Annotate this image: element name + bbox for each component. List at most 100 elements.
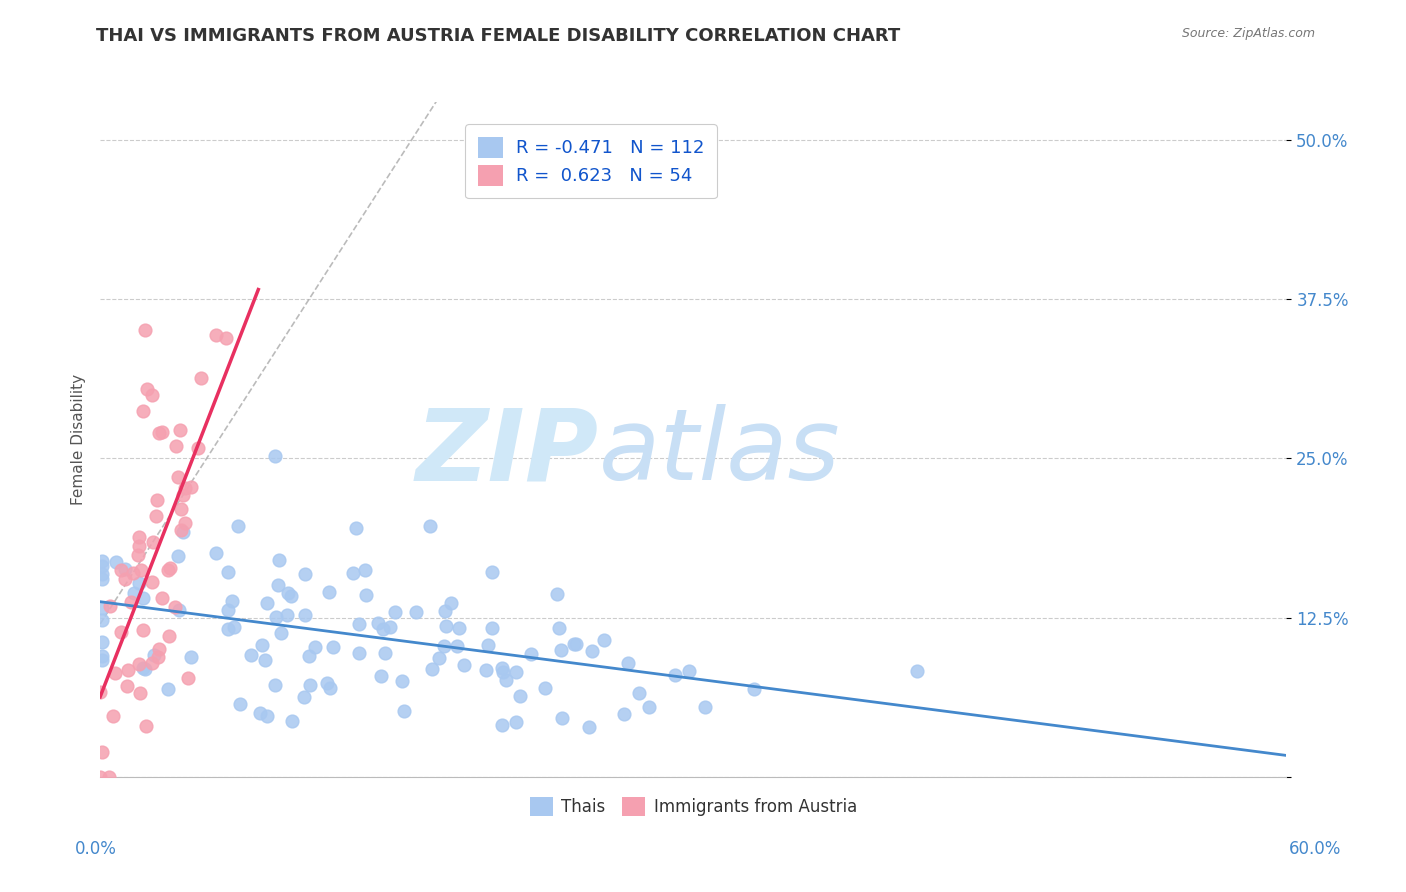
Point [318,585,340,599]
Point [298,648,321,663]
Point [141,574,163,589]
Point [419,518,441,533]
Point [157,563,180,577]
Point [322,640,344,654]
Point [495,673,517,687]
Point [628,686,651,700]
Point [141,656,163,670]
Point [509,689,531,703]
Point [173,516,195,531]
Point [354,588,377,602]
Point [190,371,212,385]
Point [905,664,928,678]
Point [134,661,156,675]
Point [534,681,557,695]
Point [267,578,290,592]
Point [187,442,209,456]
Point [89,770,111,784]
Point [98,599,121,613]
Point [91,653,114,667]
Point [132,623,155,637]
Point [354,563,377,577]
Point [433,639,456,653]
Point [157,629,180,643]
Text: ZIP: ZIP [415,404,599,501]
Point [132,661,155,675]
Point [121,566,143,580]
Point [548,622,571,636]
Point [217,565,239,579]
Point [226,519,249,533]
Point [481,621,503,635]
Point [578,720,600,734]
Point [593,632,616,647]
Point [120,595,142,609]
Point [104,666,127,681]
Point [145,493,167,508]
Point [613,707,636,722]
Point [128,539,150,553]
Point [315,676,337,690]
Point [132,591,155,605]
Point [167,602,190,616]
Point [565,637,588,651]
Point [319,681,342,696]
Point [370,669,392,683]
Point [217,603,239,617]
Point [222,620,245,634]
Point [294,566,316,581]
Point [474,663,496,677]
Text: 0.0%: 0.0% [75,840,117,858]
Point [277,586,299,600]
Point [110,563,132,577]
Point [180,650,202,665]
Point [299,678,322,692]
Point [110,625,132,640]
Point [581,644,603,658]
Point [294,608,316,623]
Point [447,622,470,636]
Point [156,681,179,696]
Point [177,671,200,685]
Point [374,646,396,660]
Point [169,423,191,437]
Point [344,521,367,535]
Point [150,425,173,439]
Point [562,637,585,651]
Point [742,681,765,696]
Point [434,604,457,618]
Point [205,546,228,560]
Point [170,523,193,537]
Point [664,668,686,682]
Y-axis label: Female Disability: Female Disability [72,374,86,505]
Point [276,607,298,622]
Point [294,690,316,704]
Point [91,613,114,627]
Point [253,653,276,667]
Text: 60.0%: 60.0% [1288,840,1341,858]
Point [180,479,202,493]
Point [132,404,155,418]
Point [347,646,370,660]
Point [491,718,513,732]
Point [239,648,262,662]
Point [136,382,159,396]
Point [453,658,475,673]
Point [280,589,302,603]
Point [256,709,278,723]
Point [217,623,239,637]
Point [266,610,288,624]
Point [148,641,170,656]
Point [420,662,443,676]
Point [491,660,513,674]
Point [148,425,170,440]
Point [91,600,114,615]
Point [342,566,364,581]
Point [159,561,181,575]
Point [267,553,290,567]
Point [281,714,304,728]
Point [117,663,139,677]
Point [264,678,287,692]
Point [141,388,163,402]
Point [229,697,252,711]
